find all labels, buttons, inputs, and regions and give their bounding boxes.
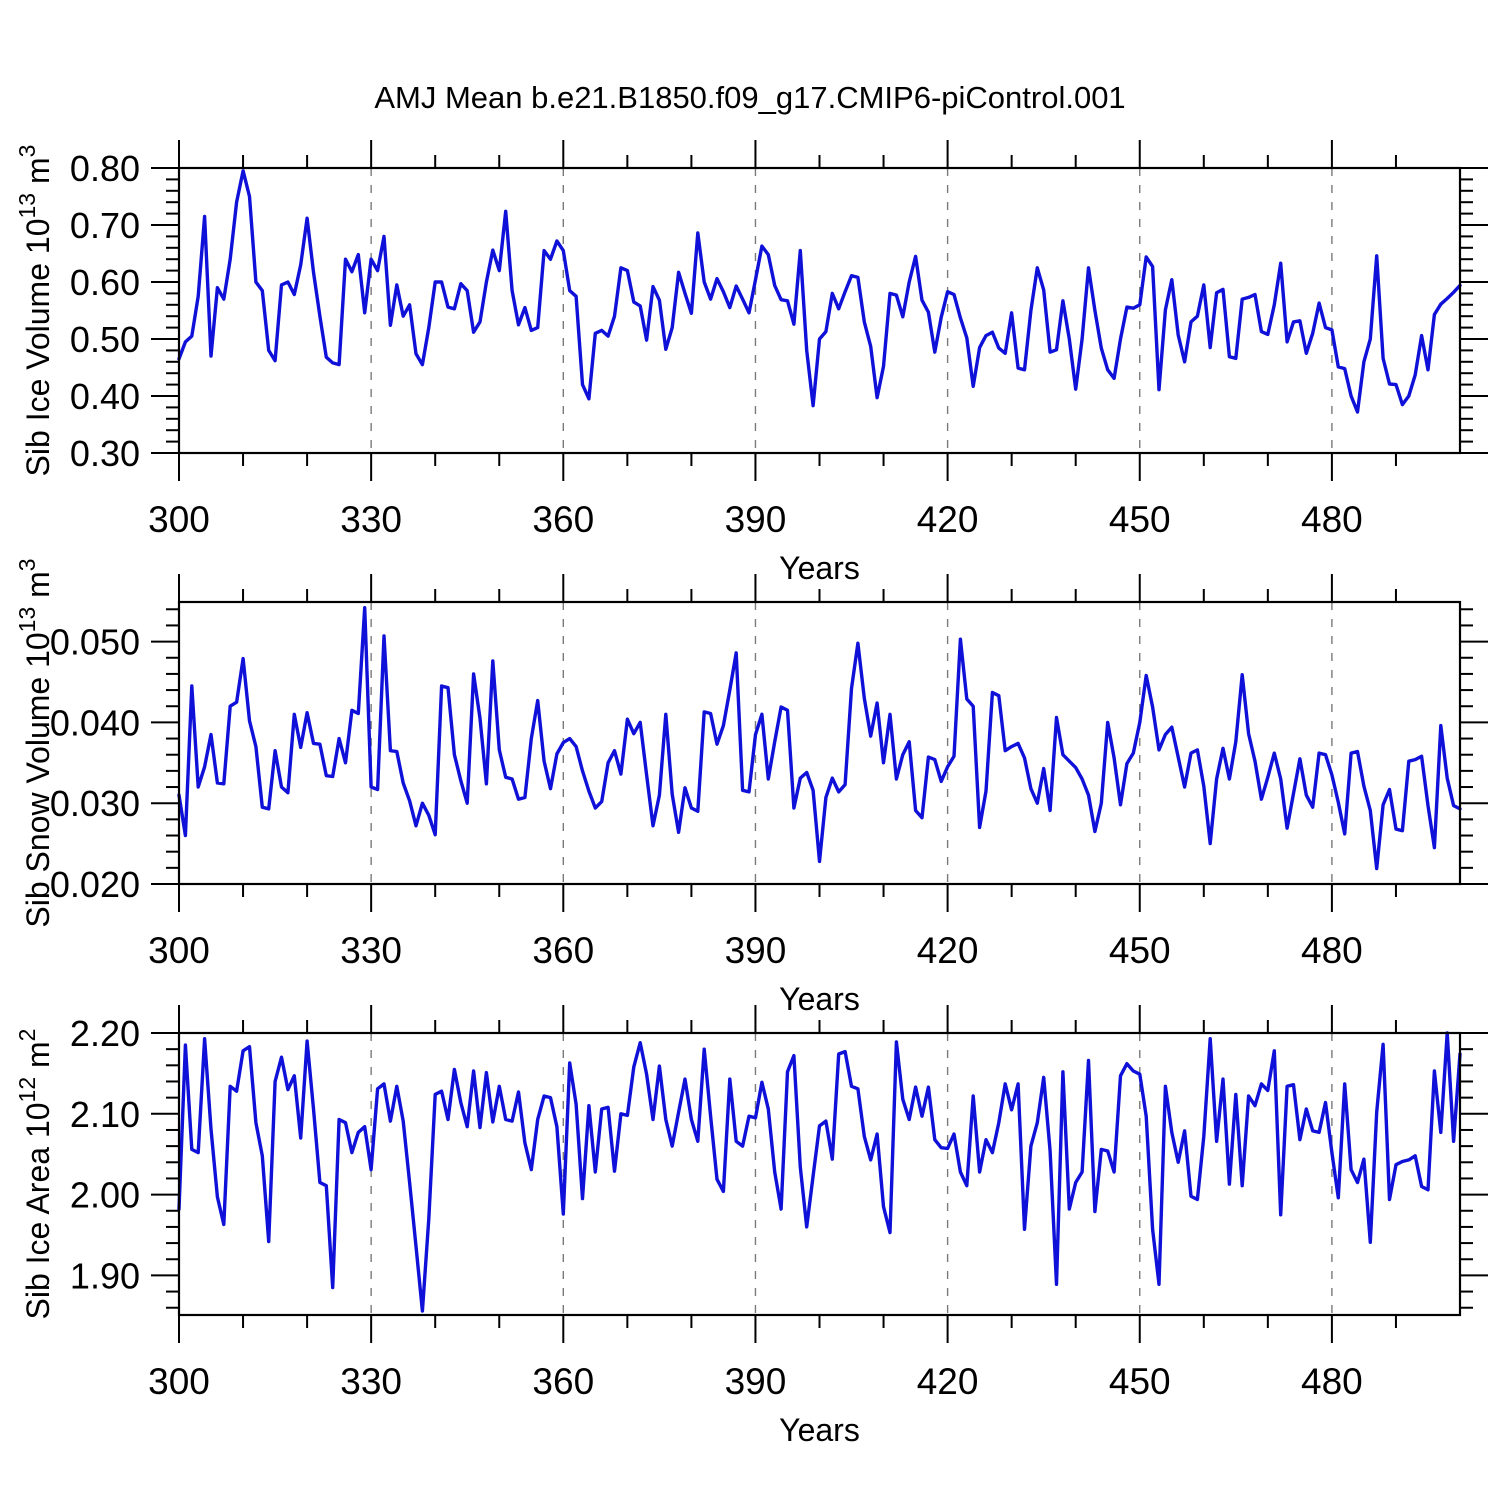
panel-sib-snow-volume: 300 330 360 390 420 450 480 0.020 0.030 0.040 0.05… xyxy=(14,558,1488,1017)
data-line xyxy=(177,1031,1462,1313)
y-tick-label: 0.50 xyxy=(70,319,140,360)
panel-sib-ice-area: 300 330 360 390 420 450 480 1.90 2.00 2.10 2.20 Yea… xyxy=(14,1005,1488,1448)
x-tick-label: 420 xyxy=(917,930,979,971)
y-tick-label: 0.30 xyxy=(70,433,140,474)
y-tick-label: 0.020 xyxy=(50,864,140,905)
x-axis-title: Years xyxy=(779,981,860,1017)
panel-sib-ice-volume: 300 330 360 390 420 450 480 0.30 0.40 0.50 0.60 0.7… xyxy=(14,140,1488,586)
x-tick-label: 330 xyxy=(340,930,402,971)
y-axis-title: Sib Ice Area 1012 m2 xyxy=(14,1029,56,1320)
y-tick-label: 0.040 xyxy=(50,702,140,743)
x-tick-label: 420 xyxy=(917,499,979,540)
x-tick-label: 390 xyxy=(725,1361,787,1402)
x-tick-label: 450 xyxy=(1109,499,1171,540)
y-tick-label: 2.00 xyxy=(70,1175,140,1216)
data-line xyxy=(177,606,1462,871)
x-tick-label: 480 xyxy=(1301,1361,1363,1402)
x-tick-label: 390 xyxy=(725,499,787,540)
y-tick-label: 0.70 xyxy=(70,205,140,246)
x-tick-label: 330 xyxy=(340,499,402,540)
x-tick-label: 420 xyxy=(917,1361,979,1402)
x-tick-label: 330 xyxy=(340,1361,402,1402)
x-tick-label: 300 xyxy=(148,499,210,540)
y-tick-label: 1.90 xyxy=(70,1255,140,1296)
x-axis-title: Years xyxy=(779,1412,860,1448)
x-tick-label: 480 xyxy=(1301,930,1363,971)
x-tick-label: 450 xyxy=(1109,930,1171,971)
y-tick-label: 2.10 xyxy=(70,1094,140,1135)
y-tick-label: 0.40 xyxy=(70,376,140,417)
y-tick-label: 2.20 xyxy=(70,1013,140,1054)
y-axis-title: Sib Ice Volume 1013 m3 xyxy=(14,145,56,477)
y-axis-title: Sib Snow Volume 1013 m3 xyxy=(14,558,56,927)
chart-title: AMJ Mean b.e21.B1850.f09_g17.CMIP6-piCon… xyxy=(374,80,1126,115)
data-line xyxy=(177,169,1462,414)
y-tick-label: 0.80 xyxy=(70,148,140,189)
y-tick-label: 0.60 xyxy=(70,262,140,303)
x-tick-label: 300 xyxy=(148,930,210,971)
x-tick-label: 450 xyxy=(1109,1361,1171,1402)
y-tick-label: 0.050 xyxy=(50,622,140,663)
x-axis-title: Years xyxy=(779,550,860,586)
x-tick-label: 480 xyxy=(1301,499,1363,540)
x-tick-label: 360 xyxy=(532,930,594,971)
x-tick-label: 300 xyxy=(148,1361,210,1402)
x-tick-label: 390 xyxy=(725,930,787,971)
y-tick-label: 0.030 xyxy=(50,783,140,824)
x-tick-label: 360 xyxy=(532,499,594,540)
x-tick-label: 360 xyxy=(532,1361,594,1402)
